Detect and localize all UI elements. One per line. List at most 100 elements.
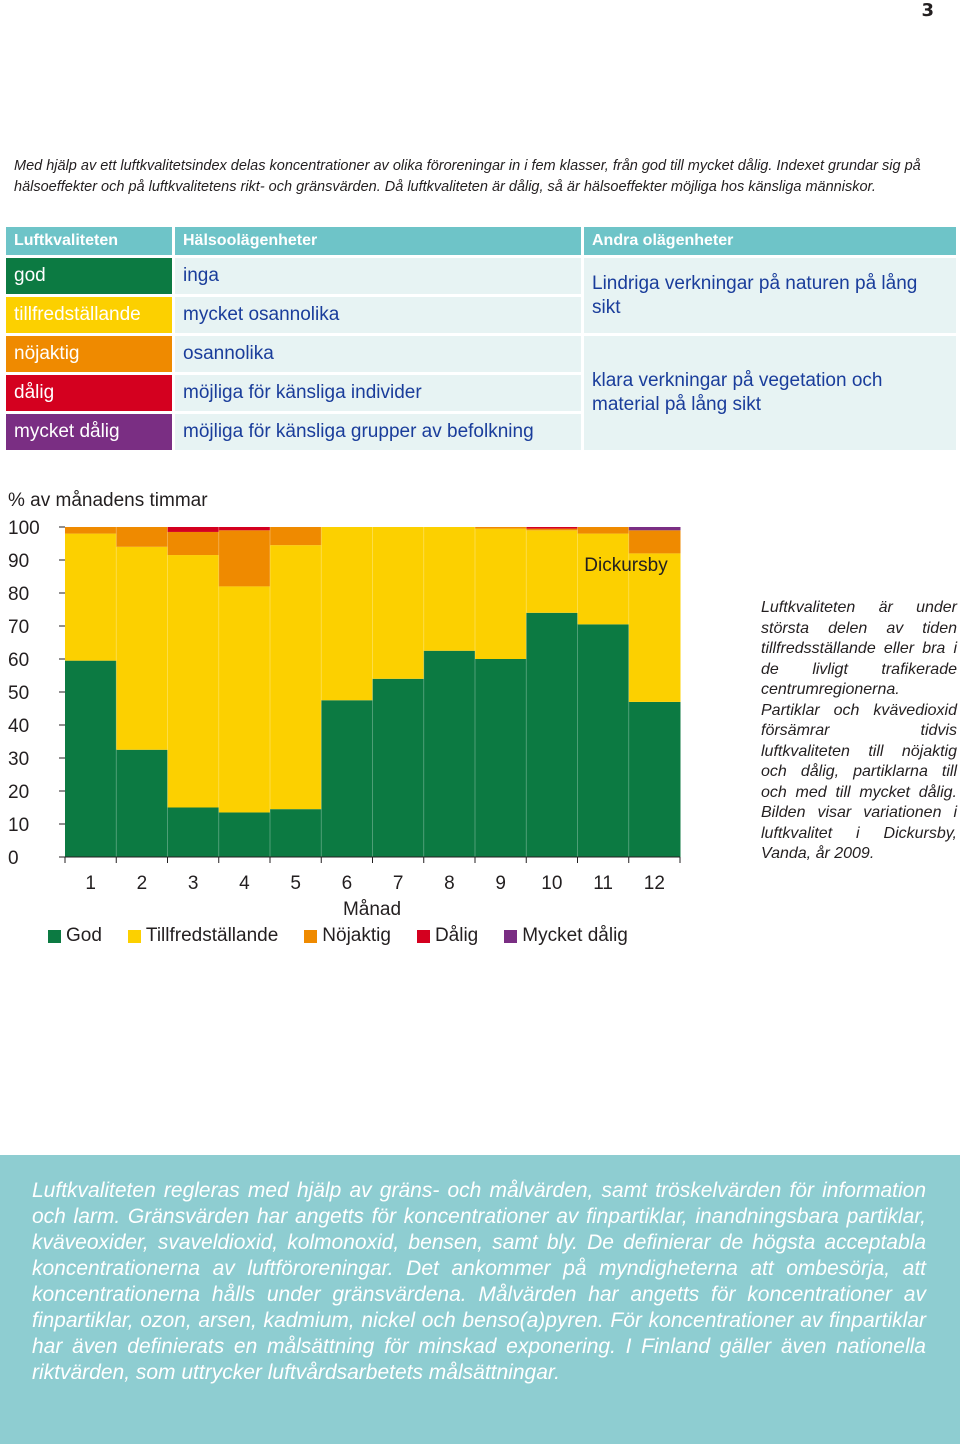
legend-label: Mycket dålig (522, 925, 628, 946)
bar-segment (218, 530, 271, 587)
bar-segment (628, 553, 681, 702)
y-tick-label: 70 (8, 617, 29, 638)
chart-annotation: Dickursby (584, 555, 668, 576)
x-tick-label: 5 (290, 873, 301, 894)
legend-swatch (504, 929, 518, 943)
bar-segment (577, 527, 630, 534)
stacked-bar-chart: % av månadens timmar 0 10 20 30 40 50 60 70 80 90… (8, 490, 681, 920)
bar-segment (526, 528, 578, 531)
bar-segment (167, 807, 220, 857)
info-text: Luftkvaliteten regleras med hjälp av grä… (32, 1179, 926, 1384)
x-tick-label: 9 (495, 873, 506, 894)
legend-item: Mycket dålig (504, 925, 628, 947)
bar-segment (65, 527, 117, 534)
bar-segment (218, 527, 271, 531)
legend-swatch (127, 929, 141, 943)
x-tick-label: 10 (541, 873, 562, 894)
bar-segment (577, 533, 630, 625)
health-effect: möjliga för känsliga grupper av befolkni… (175, 414, 581, 450)
x-tick-label: 7 (393, 873, 404, 894)
x-tick-label: 12 (644, 873, 665, 894)
x-tick-label: 4 (239, 873, 250, 894)
y-tick-label: 90 (8, 551, 29, 572)
bar-segment (321, 700, 373, 857)
bar-segment (270, 809, 322, 857)
x-tick-label: 2 (137, 873, 148, 894)
other-effect: klara verkningar på vegetation och mater… (584, 336, 956, 450)
header-health: Hälsoolägenheter (175, 227, 581, 255)
bar-segment (167, 555, 220, 808)
bar-segment (116, 749, 168, 857)
table-row: god inga Lindriga verkningar på naturen … (6, 258, 956, 333)
bar-segment (475, 527, 527, 529)
legend-label: Tillfredställande (145, 925, 279, 946)
x-tick-label: 8 (444, 873, 455, 894)
bar-segment (526, 612, 578, 857)
class-label: tillfredställande (6, 297, 172, 333)
x-tick-label: 11 (593, 873, 613, 894)
x-tick-label: 3 (188, 873, 199, 894)
other-effect: Lindriga verkningar på naturen på lång s… (584, 258, 956, 333)
bar-segment (423, 650, 476, 857)
chart-area: % av månadens timmar 0 10 20 30 40 50 60 70 80 90… (0, 480, 960, 960)
header-other: Andra olägenheter (584, 227, 956, 255)
class-label: dålig (6, 375, 172, 411)
legend-swatch (304, 929, 318, 943)
side-caption: Luftkvaliteten är under största delen av… (761, 599, 957, 862)
health-effect: möjliga för känsliga individer (175, 375, 581, 411)
class-label: nöjaktig (6, 336, 172, 372)
legend-swatch (416, 929, 430, 943)
info-box (0, 1155, 960, 1444)
intro-text: Med hjälp av ett luftkvalitetsindex dela… (14, 158, 921, 195)
health-effect: mycket osannolika (175, 297, 581, 333)
bar-segment (372, 678, 425, 857)
bar-segment (167, 527, 220, 532)
table-row: dålig möjliga för känsliga individer (6, 375, 956, 411)
y-tick-label: 100 (8, 518, 40, 539)
chart-legend: God Tillfredställande Nöjaktig Dålig Myc… (48, 925, 654, 947)
bar-segment (475, 528, 527, 659)
bar-segment (372, 527, 425, 679)
bar-segment (628, 530, 681, 554)
y-tick-label: 40 (8, 716, 29, 737)
bar-segment (116, 546, 168, 750)
x-tick-label: 1 (85, 873, 96, 894)
bar-segment (526, 527, 578, 529)
table-row: mycket dålig möjliga för känsliga gruppe… (6, 414, 956, 450)
bar-segment (218, 812, 271, 857)
y-tick-label: 60 (8, 650, 29, 671)
table-header-row: Luftkvaliteten Hälsoolägenheter Andra ol… (6, 227, 956, 255)
y-tick-label: 50 (8, 683, 29, 704)
bar-segment (628, 527, 681, 531)
bar-segment (526, 530, 578, 613)
header-air-quality: Luftkvaliteten (6, 227, 172, 255)
y-tick-label: 0 (8, 848, 19, 869)
bar-segment (321, 527, 373, 701)
bar-segment (65, 660, 117, 857)
bar-segment (577, 624, 630, 857)
bar-segment (628, 701, 681, 857)
legend-item: God (48, 925, 102, 947)
x-tick-label: 6 (342, 873, 353, 894)
x-axis-label: Månad (343, 899, 401, 920)
bar-segment (475, 659, 527, 857)
bar-segment (218, 586, 271, 813)
class-label: god (6, 258, 172, 294)
legend-swatch (48, 929, 61, 943)
bar-segment (167, 531, 220, 556)
y-tick-label: 80 (8, 584, 29, 605)
legend-label: Dålig (434, 925, 479, 946)
table-row: nöjaktig osannolika klara verkningar på … (6, 336, 956, 450)
health-effect: osannolika (175, 336, 581, 372)
legend-item: Nöjaktig (304, 925, 391, 947)
bar-segment (423, 527, 476, 651)
bar-segment (270, 545, 322, 810)
y-tick-label: 30 (8, 749, 29, 770)
bar-segment (65, 533, 117, 661)
y-axis-label: % av månadens timmar (8, 490, 208, 511)
bar-segment (270, 527, 322, 546)
legend-item: Dålig (416, 925, 479, 947)
bar-segment (116, 527, 168, 547)
legend-label: Nöjaktig (322, 925, 391, 946)
legend-item: Tillfredställande (127, 925, 279, 947)
